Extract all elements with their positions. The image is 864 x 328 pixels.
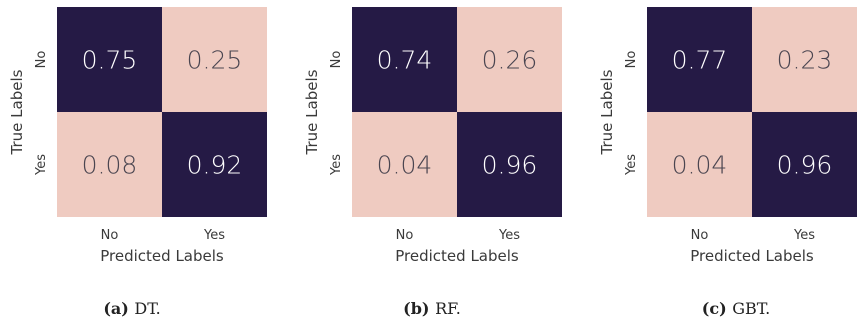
subfigure-caption: (b) RF. (403, 299, 461, 318)
subfigure-caption: (c) GBT. (702, 299, 770, 318)
cell-value-label: 0.77 (672, 46, 728, 75)
y-tick-label: No (34, 51, 49, 69)
cell-value-label: 0.04 (377, 151, 433, 180)
cell-value-label: 0.23 (777, 46, 833, 75)
heatmap-cell (457, 112, 562, 217)
y-tick-label: Yes (624, 154, 639, 176)
heatmap-cell (352, 112, 457, 217)
x-tick-label: Yes (203, 228, 225, 243)
cell-value-label: 0.74 (377, 46, 433, 75)
heatmap-cell (57, 112, 162, 217)
x-tick-label: Yes (498, 228, 520, 243)
x-tick-label: Yes (793, 228, 815, 243)
subfigure-caption: (a) DT. (103, 299, 160, 318)
caption-name: GBT. (732, 299, 770, 318)
confusion-matrix-panel: 0.74 0.26 0.04 0.96 No Yes No Yes Predicted Labe… (303, 7, 562, 318)
x-tick-label: No (396, 228, 414, 243)
heatmap-cell (752, 112, 857, 217)
heatmap-cell (457, 7, 562, 112)
cell-value-label: 0.92 (187, 151, 243, 180)
confusion-matrix-panel: 0.75 0.25 0.08 0.92 No Yes No Yes Predicted Labe… (8, 7, 267, 318)
caption-name: DT. (134, 299, 160, 318)
caption-tag: (c) (702, 299, 732, 318)
heatmap-cell (752, 7, 857, 112)
caption-tag: (a) (103, 299, 134, 318)
y-tick-label: Yes (329, 154, 344, 176)
cell-value-label: 0.08 (82, 151, 138, 180)
x-tick-label: No (101, 228, 119, 243)
y-axis-label: True Labels (8, 69, 26, 155)
cell-value-label: 0.04 (672, 151, 728, 180)
x-axis-label: Predicted Labels (100, 247, 224, 265)
confusion-matrix-panel: 0.77 0.23 0.04 0.96 No Yes No Yes Predicted Labe… (598, 7, 857, 318)
heatmap-cell (57, 7, 162, 112)
cell-value-label: 0.96 (777, 151, 833, 180)
caption-tag: (b) (403, 299, 435, 318)
caption-name: RF. (435, 299, 461, 318)
x-tick-label: No (691, 228, 709, 243)
y-axis-label: True Labels (598, 69, 616, 155)
cell-value-label: 0.96 (482, 151, 538, 180)
cell-value-label: 0.75 (82, 46, 138, 75)
cell-value-label: 0.25 (187, 46, 243, 75)
y-tick-label: Yes (34, 154, 49, 176)
x-axis-label: Predicted Labels (395, 247, 519, 265)
y-tick-label: No (624, 51, 639, 69)
heatmap-cell (162, 112, 267, 217)
heatmap-cell (647, 7, 752, 112)
x-axis-label: Predicted Labels (690, 247, 814, 265)
y-tick-label: No (329, 51, 344, 69)
y-axis-label: True Labels (303, 69, 321, 155)
cell-value-label: 0.26 (482, 46, 538, 75)
heatmap-cell (647, 112, 752, 217)
heatmap-cell (162, 7, 267, 112)
heatmap-cell (352, 7, 457, 112)
